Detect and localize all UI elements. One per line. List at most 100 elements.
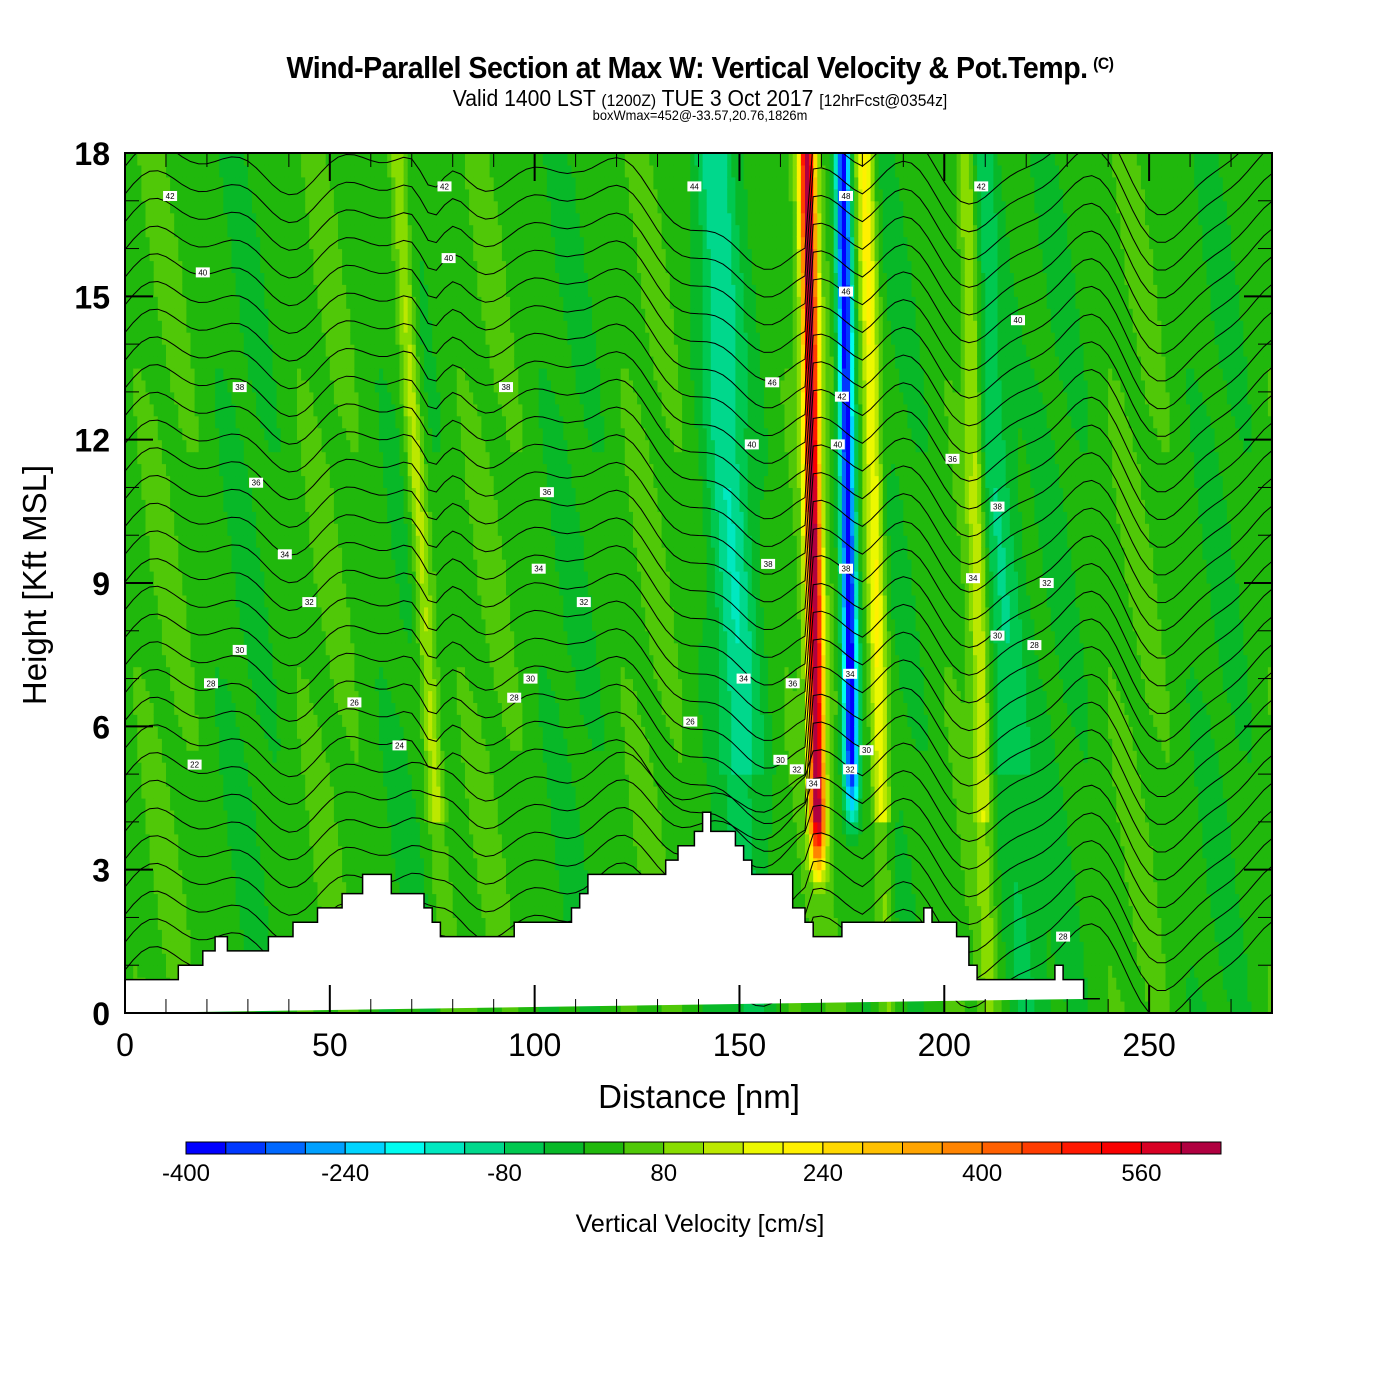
w-cell bbox=[374, 439, 380, 453]
w-cell bbox=[346, 833, 351, 847]
w-cell bbox=[317, 379, 323, 393]
w-cell bbox=[186, 714, 192, 727]
forecast-info: [12hrFcst@0354z] bbox=[819, 91, 947, 110]
w-cell bbox=[157, 642, 163, 656]
w-cell bbox=[170, 248, 175, 262]
w-cell bbox=[145, 260, 151, 273]
w-cell bbox=[305, 714, 310, 727]
w-cell bbox=[125, 666, 130, 680]
w-cell bbox=[153, 356, 159, 369]
w-cell bbox=[133, 308, 138, 321]
w-cell bbox=[272, 176, 278, 190]
w-cell bbox=[206, 296, 212, 309]
w-cell bbox=[301, 344, 306, 357]
w-cell bbox=[186, 881, 192, 895]
w-cell bbox=[260, 272, 265, 285]
w-cell bbox=[268, 368, 274, 381]
w-cell bbox=[346, 594, 351, 608]
w-cell bbox=[280, 236, 286, 250]
w-cell bbox=[276, 630, 282, 644]
w-cell bbox=[211, 786, 216, 799]
w-cell bbox=[161, 475, 167, 488]
w-cell bbox=[256, 272, 261, 285]
w-cell bbox=[313, 618, 319, 632]
w-cell bbox=[194, 726, 200, 739]
w-cell bbox=[125, 559, 130, 572]
w-cell bbox=[272, 200, 278, 214]
w-cell bbox=[391, 630, 396, 644]
w-cell bbox=[313, 224, 319, 238]
w-cell bbox=[125, 702, 130, 715]
w-cell bbox=[252, 260, 257, 273]
w-cell bbox=[202, 594, 208, 608]
w-cell bbox=[145, 391, 151, 405]
w-cell bbox=[313, 368, 319, 381]
w-cell bbox=[325, 439, 331, 453]
w-cell bbox=[211, 941, 216, 954]
w-cell bbox=[288, 356, 294, 369]
w-cell bbox=[231, 809, 237, 823]
w-cell bbox=[370, 583, 376, 596]
w-cell bbox=[125, 678, 130, 692]
w-cell bbox=[338, 583, 343, 596]
w-cell bbox=[313, 332, 319, 345]
w-cell bbox=[178, 272, 183, 285]
w-cell bbox=[317, 571, 323, 584]
w-cell bbox=[338, 606, 343, 620]
w-cell bbox=[383, 857, 388, 871]
w-cell bbox=[362, 559, 368, 572]
w-cell bbox=[333, 559, 339, 572]
w-cell bbox=[293, 583, 298, 596]
w-cell bbox=[129, 523, 134, 536]
w-cell bbox=[202, 547, 208, 560]
w-cell bbox=[161, 905, 167, 918]
w-cell bbox=[202, 786, 208, 799]
w-cell bbox=[321, 391, 327, 405]
w-cell bbox=[284, 750, 290, 763]
w-cell bbox=[333, 738, 339, 751]
w-cell bbox=[182, 654, 187, 668]
w-cell bbox=[350, 260, 355, 273]
w-cell bbox=[215, 320, 220, 333]
w-cell bbox=[252, 702, 257, 715]
w-cell bbox=[280, 630, 286, 644]
w-cell bbox=[239, 559, 245, 572]
w-cell bbox=[317, 726, 323, 739]
w-cell bbox=[403, 821, 409, 835]
w-cell bbox=[317, 523, 323, 536]
w-cell bbox=[366, 690, 372, 703]
w-cell bbox=[235, 153, 241, 166]
w-cell bbox=[264, 929, 269, 942]
w-cell bbox=[366, 499, 372, 512]
w-cell bbox=[350, 738, 355, 751]
w-cell bbox=[403, 809, 409, 823]
w-cell bbox=[379, 762, 384, 775]
w-cell bbox=[145, 833, 151, 847]
w-cell bbox=[166, 965, 171, 978]
w-cell bbox=[211, 821, 216, 835]
w-cell bbox=[231, 654, 237, 668]
w-cell bbox=[305, 427, 310, 441]
w-cell bbox=[223, 164, 228, 178]
w-cell bbox=[379, 666, 384, 680]
w-cell bbox=[301, 762, 306, 775]
w-cell bbox=[276, 583, 282, 596]
w-cell bbox=[293, 690, 298, 703]
w-cell bbox=[297, 666, 302, 680]
w-cell bbox=[235, 774, 241, 787]
w-cell bbox=[264, 654, 269, 668]
w-cell bbox=[235, 212, 241, 226]
w-cell bbox=[129, 153, 134, 166]
w-cell bbox=[395, 809, 401, 823]
w-cell bbox=[342, 320, 347, 333]
w-cell bbox=[391, 594, 396, 608]
w-cell bbox=[338, 403, 343, 417]
w-cell bbox=[272, 750, 278, 763]
w-cell bbox=[264, 463, 269, 477]
w-cell bbox=[301, 630, 306, 644]
w-cell bbox=[403, 391, 409, 405]
w-cell bbox=[256, 678, 261, 692]
w-cell bbox=[280, 344, 286, 357]
w-cell bbox=[403, 750, 409, 763]
w-cell bbox=[186, 499, 192, 512]
